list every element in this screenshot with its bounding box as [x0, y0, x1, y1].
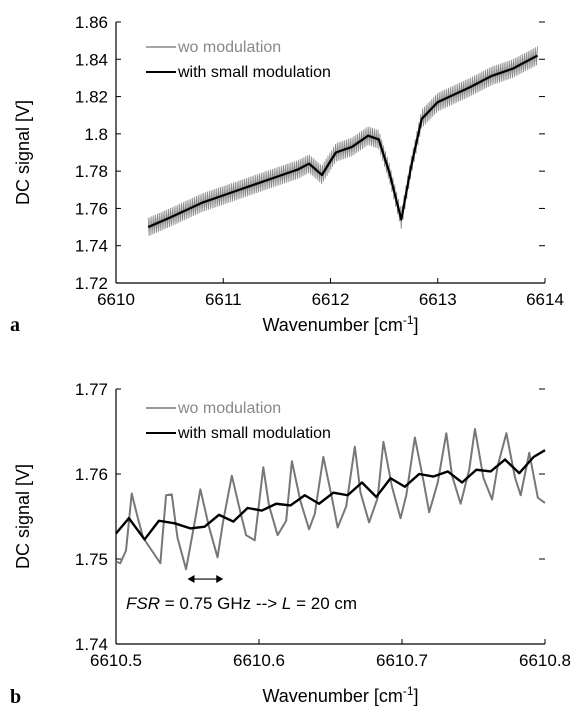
panel-b-y-axis-label: DC signal [V]	[13, 464, 33, 569]
panel-a-y-tick-label: 1.72	[75, 274, 108, 293]
panel-b-x-tick-label: 6610.6	[233, 651, 285, 670]
panel-b-y-tick-label: 1.74	[75, 635, 108, 654]
panel-b-y-tick-label: 1.76	[75, 465, 108, 484]
panel-a-x-tick-label: 6610	[97, 290, 135, 309]
panel-b-series-wo-modulation	[115, 427, 546, 571]
panel-a-x-tick-label: 6613	[419, 290, 457, 309]
panel-a-y-tick-label: 1.84	[75, 50, 108, 69]
panel-b-series-with-small-modulation	[115, 449, 546, 541]
panel-b-fsr-arrowhead-right	[216, 575, 224, 584]
panel-b-x-tick-label: 6610.8	[519, 651, 571, 670]
panel-a-y-tick-label: 1.86	[75, 13, 108, 32]
panel-a-series-wo-modulation-ripple	[147, 46, 538, 237]
panel-a-panel-label: a	[10, 314, 20, 336]
panel-b-fsr-annotation: FSR = 0.75 GHz --> L = 20 cm	[126, 594, 357, 613]
panel-b-panel-label: b	[10, 686, 21, 708]
panel-a-legend-with-small-modulation-label: with small modulation	[177, 64, 331, 81]
panel-b-legend-wo-modulation-label: wo modulation	[177, 400, 281, 417]
panel-a-y-axis-label: DC signal [V]	[13, 100, 33, 205]
panel-b-y-tick-label: 1.77	[75, 380, 108, 399]
panel-a-y-tick-label: 1.8	[84, 125, 108, 144]
panel-a-x-axis-label: Wavenumber [cm-1]	[262, 313, 418, 335]
panel-a-x-tick-label: 6611	[205, 290, 242, 309]
panel-b-y-tick-label: 1.75	[75, 550, 108, 569]
panel-a-series-with-small-modulation	[147, 54, 539, 229]
panel-a-y-tick-label: 1.76	[75, 199, 108, 218]
panel-a-y-tick-label: 1.74	[75, 237, 108, 256]
panel-b-x-axis-label: Wavenumber [cm-1]	[262, 684, 418, 706]
panel-a-x-tick-label: 6614	[526, 290, 564, 309]
panel-b-x-tick-label: 6610.5	[90, 651, 142, 670]
panel-b-fsr-arrowhead-left	[187, 575, 195, 584]
panel-a-y-tick-label: 1.82	[75, 88, 108, 107]
panel-a-x-tick-label: 6612	[312, 290, 350, 309]
panel-a-y-tick-label: 1.78	[75, 162, 108, 181]
panel-b-legend-with-small-modulation-label: with small modulation	[177, 425, 331, 442]
panel-b-x-tick-label: 6610.7	[376, 651, 428, 670]
panel-a-legend-wo-modulation-label: wo modulation	[177, 39, 281, 56]
panel-a-series-wo-modulation	[147, 46, 538, 237]
